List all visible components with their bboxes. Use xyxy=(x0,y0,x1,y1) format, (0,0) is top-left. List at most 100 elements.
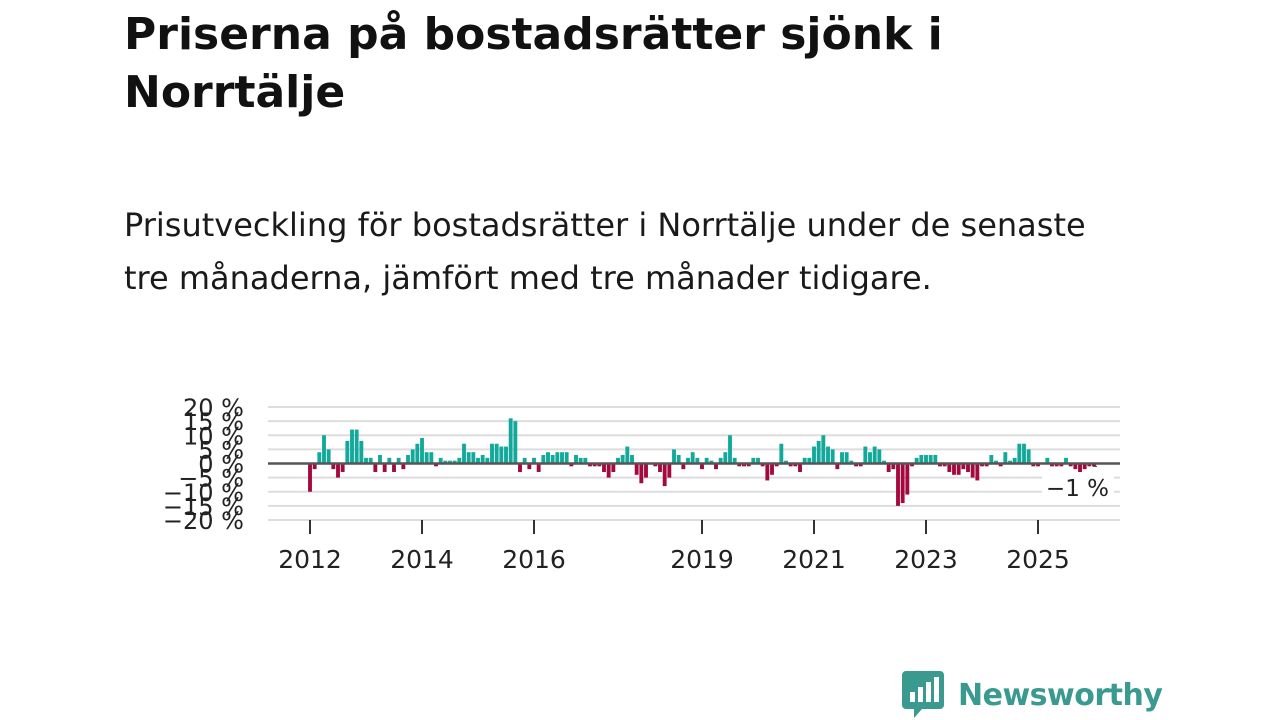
bar xyxy=(331,463,336,470)
bar xyxy=(830,449,835,464)
bar xyxy=(639,463,644,484)
bar xyxy=(746,463,751,467)
bar xyxy=(508,418,513,464)
bar xyxy=(1068,463,1073,467)
bar xyxy=(653,463,658,467)
bar xyxy=(350,429,354,464)
bar xyxy=(947,463,952,472)
bar xyxy=(336,463,340,478)
bar xyxy=(630,455,634,464)
bar xyxy=(438,457,443,464)
bar xyxy=(443,460,448,464)
newsworthy-logo: Newsworthy xyxy=(902,671,1163,719)
bar xyxy=(611,463,616,472)
bar xyxy=(578,457,583,464)
bar xyxy=(774,463,779,467)
bar xyxy=(569,463,574,467)
bar xyxy=(914,457,919,464)
bar xyxy=(625,446,630,464)
chart-subtitle: Prisutveckling för bostadsrätter i Norrt… xyxy=(124,206,1086,297)
bar xyxy=(1012,457,1017,464)
bar xyxy=(1059,463,1064,467)
bar xyxy=(308,463,312,492)
bar xyxy=(690,452,695,464)
bar xyxy=(429,452,434,464)
bar xyxy=(942,463,947,467)
bar xyxy=(704,457,709,464)
bar xyxy=(998,463,1003,467)
x-tick-label: 2012 xyxy=(278,545,342,574)
bar xyxy=(317,452,322,464)
bar xyxy=(522,457,527,464)
latest-value-label: −1 % xyxy=(1046,476,1109,502)
bar xyxy=(877,449,882,464)
bar xyxy=(583,457,588,464)
gridlines xyxy=(268,406,1120,521)
y-tick-label: 10 % xyxy=(183,422,244,450)
y-tick-label: −5 % xyxy=(178,465,244,493)
bar xyxy=(527,463,532,470)
bar xyxy=(826,446,830,464)
annotation-background xyxy=(1042,474,1114,502)
bar xyxy=(592,463,597,467)
bar xyxy=(658,463,662,472)
bar xyxy=(471,452,476,464)
bar xyxy=(420,438,424,464)
bar xyxy=(387,457,392,464)
bar xyxy=(984,463,989,467)
annotation-layer: −1 % xyxy=(1042,465,1114,502)
bar xyxy=(1045,457,1050,464)
bar xyxy=(933,455,938,464)
bar xyxy=(373,463,378,472)
bar xyxy=(872,446,877,464)
bar xyxy=(546,452,550,464)
bar xyxy=(858,463,863,467)
bar xyxy=(490,443,494,464)
bar xyxy=(952,463,956,475)
bar xyxy=(536,463,541,472)
bar xyxy=(494,443,499,464)
bar xyxy=(499,446,504,464)
bar xyxy=(448,460,452,464)
y-axis-labels: 20 %15 %10 %5 %0 %−5 %−10 %−15 %−20 % xyxy=(163,394,244,535)
bar xyxy=(765,463,770,481)
bar xyxy=(616,457,620,464)
bar xyxy=(462,443,466,464)
x-tick-label: 2016 xyxy=(502,545,566,574)
bar xyxy=(364,457,368,464)
bar xyxy=(994,460,998,464)
bar xyxy=(340,463,345,472)
bar xyxy=(378,455,382,464)
bar xyxy=(485,457,490,464)
bar xyxy=(788,463,793,467)
bar xyxy=(564,452,569,464)
bar xyxy=(1022,443,1026,464)
bar xyxy=(882,460,886,464)
bar xyxy=(709,460,714,464)
bar xyxy=(410,449,415,464)
bar xyxy=(634,463,639,475)
bar xyxy=(541,455,546,464)
bar xyxy=(620,455,625,464)
bar xyxy=(966,463,970,472)
bar xyxy=(644,463,648,478)
bar xyxy=(891,463,896,470)
y-tick-label: −15 % xyxy=(163,493,244,521)
y-tick-label: −20 % xyxy=(163,507,244,535)
bar xyxy=(550,455,555,464)
bar xyxy=(938,463,942,467)
bar xyxy=(606,463,611,478)
bar xyxy=(840,452,844,464)
bar xyxy=(896,463,900,506)
bar xyxy=(732,457,737,464)
bar xyxy=(602,463,606,472)
bar xyxy=(1082,463,1087,470)
bar xyxy=(868,452,872,464)
bar xyxy=(1078,463,1082,472)
bar xyxy=(844,452,849,464)
bar xyxy=(312,463,317,470)
bar xyxy=(802,457,807,464)
bar xyxy=(392,463,396,472)
bar xyxy=(424,452,429,464)
bar xyxy=(728,435,732,464)
